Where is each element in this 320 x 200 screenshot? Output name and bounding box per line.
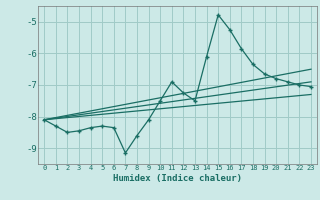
X-axis label: Humidex (Indice chaleur): Humidex (Indice chaleur) — [113, 174, 242, 183]
